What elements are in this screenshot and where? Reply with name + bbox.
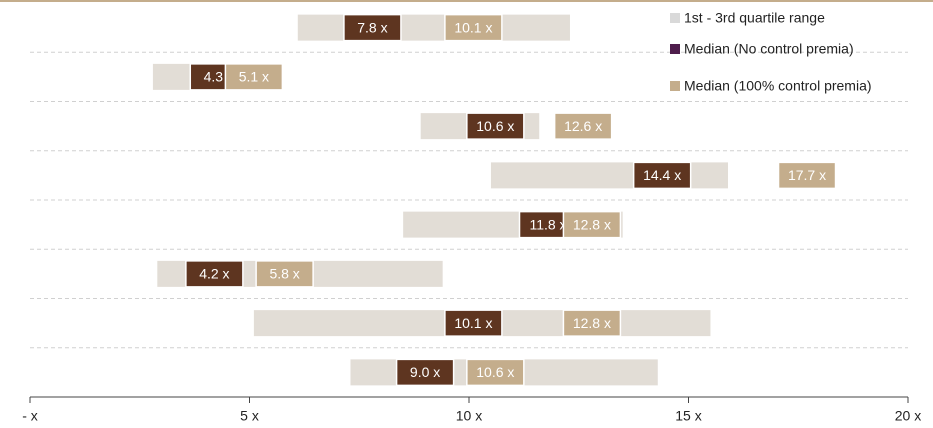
- x-tick-label: 5 x: [240, 408, 259, 424]
- legend-swatch: [670, 44, 680, 54]
- median-label: 17.7 x: [788, 167, 826, 183]
- quartile-range: [297, 14, 570, 41]
- median-label: 4.2 x: [199, 266, 229, 282]
- median-box: [466, 112, 525, 140]
- median-box: [777, 161, 837, 190]
- median-marker: 12.8 x: [562, 210, 622, 239]
- legend-label: Median (No control premia): [684, 41, 854, 57]
- median-label: 10.1 x: [454, 315, 492, 331]
- median-label: 10.6 x: [476, 118, 514, 134]
- median-label: 5.8 x: [269, 266, 299, 282]
- median-marker: 9.0 x: [395, 358, 455, 387]
- median-marker: 12.8 x: [562, 309, 622, 337]
- median-label: 7.8 x: [357, 19, 387, 35]
- x-tick-label: 10 x: [456, 408, 482, 424]
- median-label: 9.0 x: [410, 364, 440, 380]
- legend-label: 1st - 3rd quartile range: [684, 10, 825, 26]
- median-marker: 12.6 x: [553, 112, 613, 140]
- median-box: [255, 260, 314, 288]
- median-box: [224, 63, 284, 91]
- median-marker: 7.8 x: [343, 13, 402, 42]
- median-marker: 4.2 x: [185, 260, 244, 288]
- median-marker: 5.8 x: [255, 260, 314, 288]
- median-marker: 10.1 x: [444, 309, 503, 337]
- median-label: 11.8 x: [529, 216, 566, 232]
- x-tick-label: - x: [22, 408, 38, 424]
- median-box: [632, 161, 692, 190]
- quartile-range: [490, 162, 729, 189]
- x-tick-label: 20 x: [895, 408, 921, 424]
- median-box: [444, 309, 503, 337]
- median-box: [343, 13, 402, 42]
- x-tick-label: 15 x: [675, 408, 701, 424]
- median-box: [562, 309, 622, 337]
- median-label: 12.8 x: [573, 315, 611, 331]
- median-marker: 14.4 x: [632, 161, 692, 190]
- median-marker: 17.7 x: [777, 161, 837, 190]
- median-label: 10.1 x: [454, 19, 492, 35]
- legend-swatch: [670, 13, 680, 23]
- median-box: [444, 13, 503, 42]
- median-label: 12.6 x: [564, 118, 602, 134]
- median-box: [562, 210, 622, 239]
- legend-label: Median (100% control premia): [684, 78, 872, 94]
- median-marker: 10.1 x: [444, 13, 503, 42]
- median-label: 10.6 x: [476, 364, 514, 380]
- median-marker: 10.6 x: [466, 112, 525, 140]
- median-label: 14.4 x: [643, 167, 681, 183]
- median-box: [185, 260, 244, 288]
- median-box: [395, 358, 455, 387]
- median-marker: 10.6 x: [466, 358, 525, 387]
- median-label: 12.8 x: [573, 216, 611, 232]
- median-marker: 5.1 x: [224, 63, 284, 91]
- legend-swatch: [670, 81, 680, 91]
- median-box: [553, 112, 613, 140]
- median-label: 5.1 x: [239, 69, 269, 85]
- median-box: [466, 358, 525, 387]
